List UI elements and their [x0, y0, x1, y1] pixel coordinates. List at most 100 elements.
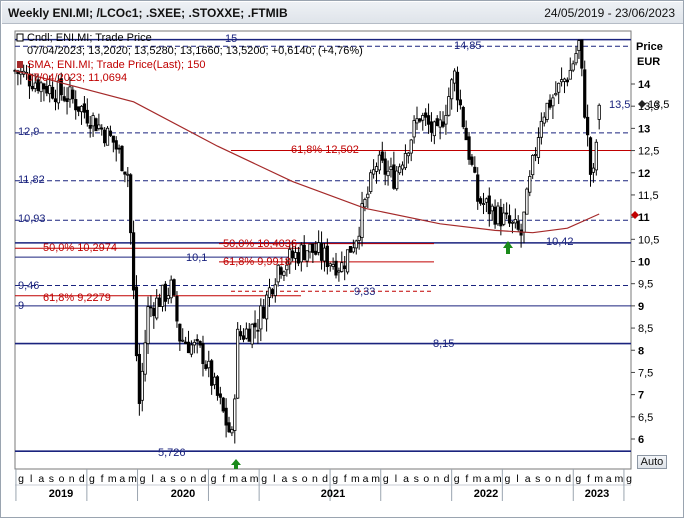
- candle-body: [36, 79, 40, 91]
- candle-body: [236, 328, 240, 399]
- candle-body: [175, 296, 179, 322]
- candle-body: [279, 267, 283, 275]
- candle-body: [120, 145, 124, 172]
- candle-body: [322, 247, 327, 262]
- level-label-10-1: 10,1: [186, 252, 207, 264]
- date-range: 24/05/2019 - 23/06/2023: [544, 6, 675, 20]
- candle-body: [334, 260, 338, 276]
- candle-body: [395, 170, 399, 190]
- x-month-label: l: [30, 473, 32, 485]
- candle-body: [155, 297, 159, 319]
- candle-body: [137, 353, 141, 404]
- candle-body: [574, 53, 578, 64]
- candle-body: [62, 96, 66, 101]
- candle-body: [273, 284, 277, 296]
- candle-body: [528, 176, 532, 193]
- x-month-label: o: [180, 473, 186, 485]
- candle-body: [435, 118, 439, 127]
- level-label-9-33: 9,33: [354, 286, 375, 298]
- x-month-label: l: [395, 473, 397, 485]
- x-month-label: a: [119, 473, 125, 485]
- candle-body: [140, 370, 144, 401]
- candle-body: [198, 340, 202, 346]
- candle-body: [123, 171, 127, 175]
- axis-price-label: Price: [636, 41, 663, 53]
- candle-body: [557, 82, 561, 93]
- candle-body: [337, 270, 341, 273]
- legend: Cndl; ENI.MI; Trade Price 07/04/2023; 13…: [16, 32, 363, 84]
- level-label-9-46: 9,46: [18, 280, 39, 292]
- x-month-label: g: [89, 473, 95, 485]
- candle-body: [267, 287, 272, 298]
- candle-body: [108, 130, 113, 136]
- candle-body: [421, 115, 425, 121]
- candle-body: [293, 252, 298, 259]
- x-month-label: g: [261, 473, 267, 485]
- x-month-label: m: [614, 473, 623, 485]
- x-month-label: n: [434, 473, 440, 485]
- candle-body: [270, 289, 274, 295]
- candle-body: [204, 364, 208, 369]
- y-tick-label: 11,5: [638, 190, 659, 202]
- candle-body: [221, 397, 225, 412]
- candle-body: [406, 152, 410, 157]
- candle-body: [386, 170, 390, 177]
- candle-body: [172, 279, 176, 296]
- candle-body: [224, 407, 228, 426]
- x-month-label: g: [140, 473, 146, 485]
- candle-body: [380, 151, 384, 161]
- candle-body: [143, 342, 147, 375]
- x-month-label: g: [575, 473, 581, 485]
- x-month-label: a: [525, 473, 531, 485]
- x-month-label: d: [322, 473, 328, 485]
- level-label-11-82: 11,82: [18, 174, 45, 186]
- candle-body: [181, 339, 185, 342]
- auto-scale-button[interactable]: Auto: [637, 455, 667, 469]
- candle-body: [166, 295, 170, 300]
- candle-body: [372, 169, 376, 175]
- candle-body: [299, 244, 303, 263]
- candle-body: [152, 307, 156, 317]
- candle-body: [195, 338, 199, 342]
- candle-body: [296, 252, 301, 264]
- candle-body: [259, 305, 263, 330]
- candle-body: [328, 263, 332, 267]
- legend-swatch-candle: [16, 33, 24, 42]
- fib-label-9-2279: 61,8% 9,2279: [43, 292, 111, 304]
- x-month-label: g: [211, 473, 217, 485]
- x-month-label: l: [516, 473, 518, 485]
- candle-body: [551, 97, 555, 107]
- candle-body: [160, 284, 165, 307]
- candle-body: [218, 393, 222, 398]
- fib-label-10-2974: 50,0% 10,2974: [43, 242, 117, 254]
- candle-body: [571, 63, 575, 71]
- candle-body: [441, 121, 445, 127]
- x-month-label: d: [200, 473, 206, 485]
- candle-body: [192, 341, 196, 346]
- candle-body: [409, 139, 413, 154]
- x-month-label: d: [79, 473, 85, 485]
- last-price-label-inplot: 13,5: [609, 99, 630, 111]
- candle-body: [461, 106, 465, 128]
- candle-body: [479, 198, 483, 204]
- x-month-label: s: [49, 473, 54, 485]
- candle-body: [369, 172, 373, 192]
- candle-body: [317, 242, 321, 253]
- candle-body: [149, 306, 153, 309]
- candle-body: [71, 89, 75, 100]
- level-label-8-15: 8,15: [433, 338, 454, 350]
- candle-body: [331, 264, 335, 267]
- candle-body: [238, 331, 243, 337]
- x-month-label: f: [222, 473, 225, 485]
- candle-body: [343, 265, 347, 270]
- x-month-label: a: [160, 473, 166, 485]
- y-tick-label: 10: [638, 257, 650, 269]
- x-month-label: g: [18, 473, 24, 485]
- candle-body: [345, 249, 350, 273]
- candle-body: [103, 129, 107, 144]
- candle-body: [513, 219, 517, 224]
- candle-body: [403, 153, 408, 169]
- candle-body: [68, 86, 72, 100]
- candle-body: [455, 71, 460, 101]
